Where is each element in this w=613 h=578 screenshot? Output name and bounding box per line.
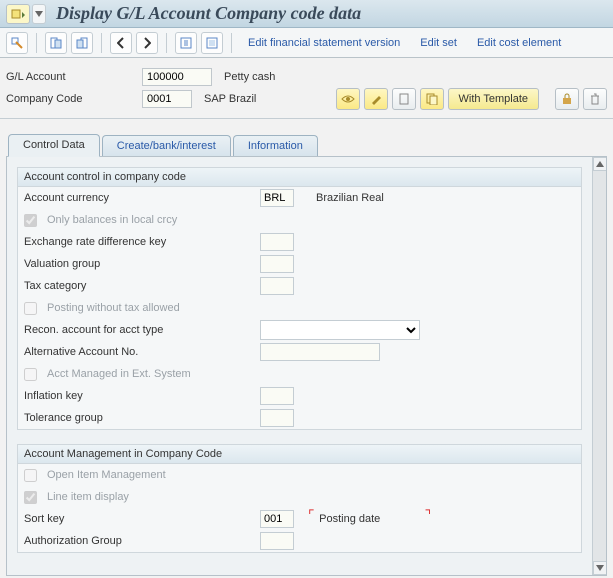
auth-group-input[interactable] xyxy=(260,532,294,550)
sort-key-label: Sort key xyxy=(24,513,254,525)
other-object-left-icon[interactable] xyxy=(45,32,67,54)
alt-account-no-input[interactable] xyxy=(260,343,380,361)
scroll-up-icon[interactable] xyxy=(593,157,607,171)
display-icon[interactable] xyxy=(336,88,360,110)
separator xyxy=(231,33,232,53)
open-item-checkbox xyxy=(24,469,37,482)
scroll-down-icon[interactable] xyxy=(593,561,607,575)
account-currency-desc: Brazilian Real xyxy=(316,192,384,204)
exch-rate-diff-input[interactable] xyxy=(260,233,294,251)
alt-account-no-label: Alternative Account No. xyxy=(24,346,254,358)
acct-managed-ext-label: Acct Managed in Ext. System xyxy=(47,368,277,380)
gl-account-label: G/L Account xyxy=(6,71,136,83)
main-toolbar: Edit financial statement version Edit se… xyxy=(0,28,613,58)
copy-icon[interactable] xyxy=(420,88,444,110)
sort-key-input[interactable] xyxy=(260,510,294,528)
inflation-key-label: Inflation key xyxy=(24,390,254,402)
focus-corner-icon: ⌝ xyxy=(425,510,432,520)
tax-category-input[interactable] xyxy=(260,277,294,295)
tolerance-group-input[interactable] xyxy=(260,409,294,427)
tab-strip: Control Data Create/bank/interest Inform… xyxy=(0,119,613,156)
separator xyxy=(101,33,102,53)
next-icon[interactable] xyxy=(136,32,158,54)
acct-managed-ext-checkbox xyxy=(24,368,37,381)
change-icon[interactable] xyxy=(364,88,388,110)
recon-account-select[interactable] xyxy=(260,320,420,340)
inflation-key-input[interactable] xyxy=(260,387,294,405)
group-title: Account Management in Company Code xyxy=(18,445,581,464)
vertical-scrollbar[interactable] xyxy=(592,157,606,575)
open-item-label: Open Item Management xyxy=(47,469,277,481)
display-change-icon[interactable] xyxy=(6,32,28,54)
group-account-management: Account Management in Company Code Open … xyxy=(17,444,582,553)
sort-key-desc: Posting date xyxy=(319,513,380,525)
create-icon[interactable] xyxy=(392,88,416,110)
header-area: G/L Account Petty cash Company Code SAP … xyxy=(0,58,613,114)
company-code-label: Company Code xyxy=(6,93,136,105)
menu-edit-cost-element[interactable]: Edit cost element xyxy=(469,33,569,53)
tab-control-data[interactable]: Control Data xyxy=(8,134,100,157)
lock-icon[interactable] xyxy=(555,88,579,110)
posting-without-tax-checkbox xyxy=(24,302,37,315)
tab-panel: Account control in company code Account … xyxy=(6,156,607,576)
gl-account-input[interactable] xyxy=(142,68,212,86)
menu-edit-fsv[interactable]: Edit financial statement version xyxy=(240,33,408,53)
only-balances-label: Only balances in local crcy xyxy=(47,214,277,226)
other-object-right-icon[interactable] xyxy=(71,32,93,54)
account-currency-input[interactable] xyxy=(260,189,294,207)
title-bar: Display G/L Account Company code data xyxy=(0,0,613,28)
focus-corner-icon: ⌜ xyxy=(308,510,315,520)
account-currency-label: Account currency xyxy=(24,192,254,204)
posting-without-tax-label: Posting without tax allowed xyxy=(47,302,277,314)
with-template-label: With Template xyxy=(459,93,529,105)
prev-icon[interactable] xyxy=(110,32,132,54)
group-title: Account control in company code xyxy=(18,168,581,187)
menu-edit-set[interactable]: Edit set xyxy=(412,33,465,53)
separator xyxy=(36,33,37,53)
only-balances-checkbox xyxy=(24,214,37,227)
exch-rate-diff-label: Exchange rate difference key xyxy=(24,236,254,248)
display-nav-icon[interactable] xyxy=(175,32,197,54)
gl-account-desc: Petty cash xyxy=(224,71,275,83)
delete-icon[interactable] xyxy=(583,88,607,110)
page-title: Display G/L Account Company code data xyxy=(56,3,361,24)
recon-account-label: Recon. account for acct type xyxy=(24,324,254,336)
where-used-icon[interactable] xyxy=(201,32,223,54)
line-item-checkbox xyxy=(24,491,37,504)
tolerance-group-label: Tolerance group xyxy=(24,412,254,424)
tax-category-label: Tax category xyxy=(24,280,254,292)
dropdown-icon[interactable] xyxy=(32,4,46,24)
company-code-input[interactable] xyxy=(142,90,192,108)
group-account-control: Account control in company code Account … xyxy=(17,167,582,430)
company-code-desc: SAP Brazil xyxy=(204,93,256,105)
with-template-button[interactable]: With Template xyxy=(448,88,540,110)
tab-create-bank[interactable]: Create/bank/interest xyxy=(102,135,231,157)
tab-information[interactable]: Information xyxy=(233,135,318,157)
valuation-group-label: Valuation group xyxy=(24,258,254,270)
valuation-group-input[interactable] xyxy=(260,255,294,273)
auth-group-label: Authorization Group xyxy=(24,535,254,547)
line-item-label: Line item display xyxy=(47,491,277,503)
separator xyxy=(166,33,167,53)
menu-icon[interactable] xyxy=(6,4,30,24)
